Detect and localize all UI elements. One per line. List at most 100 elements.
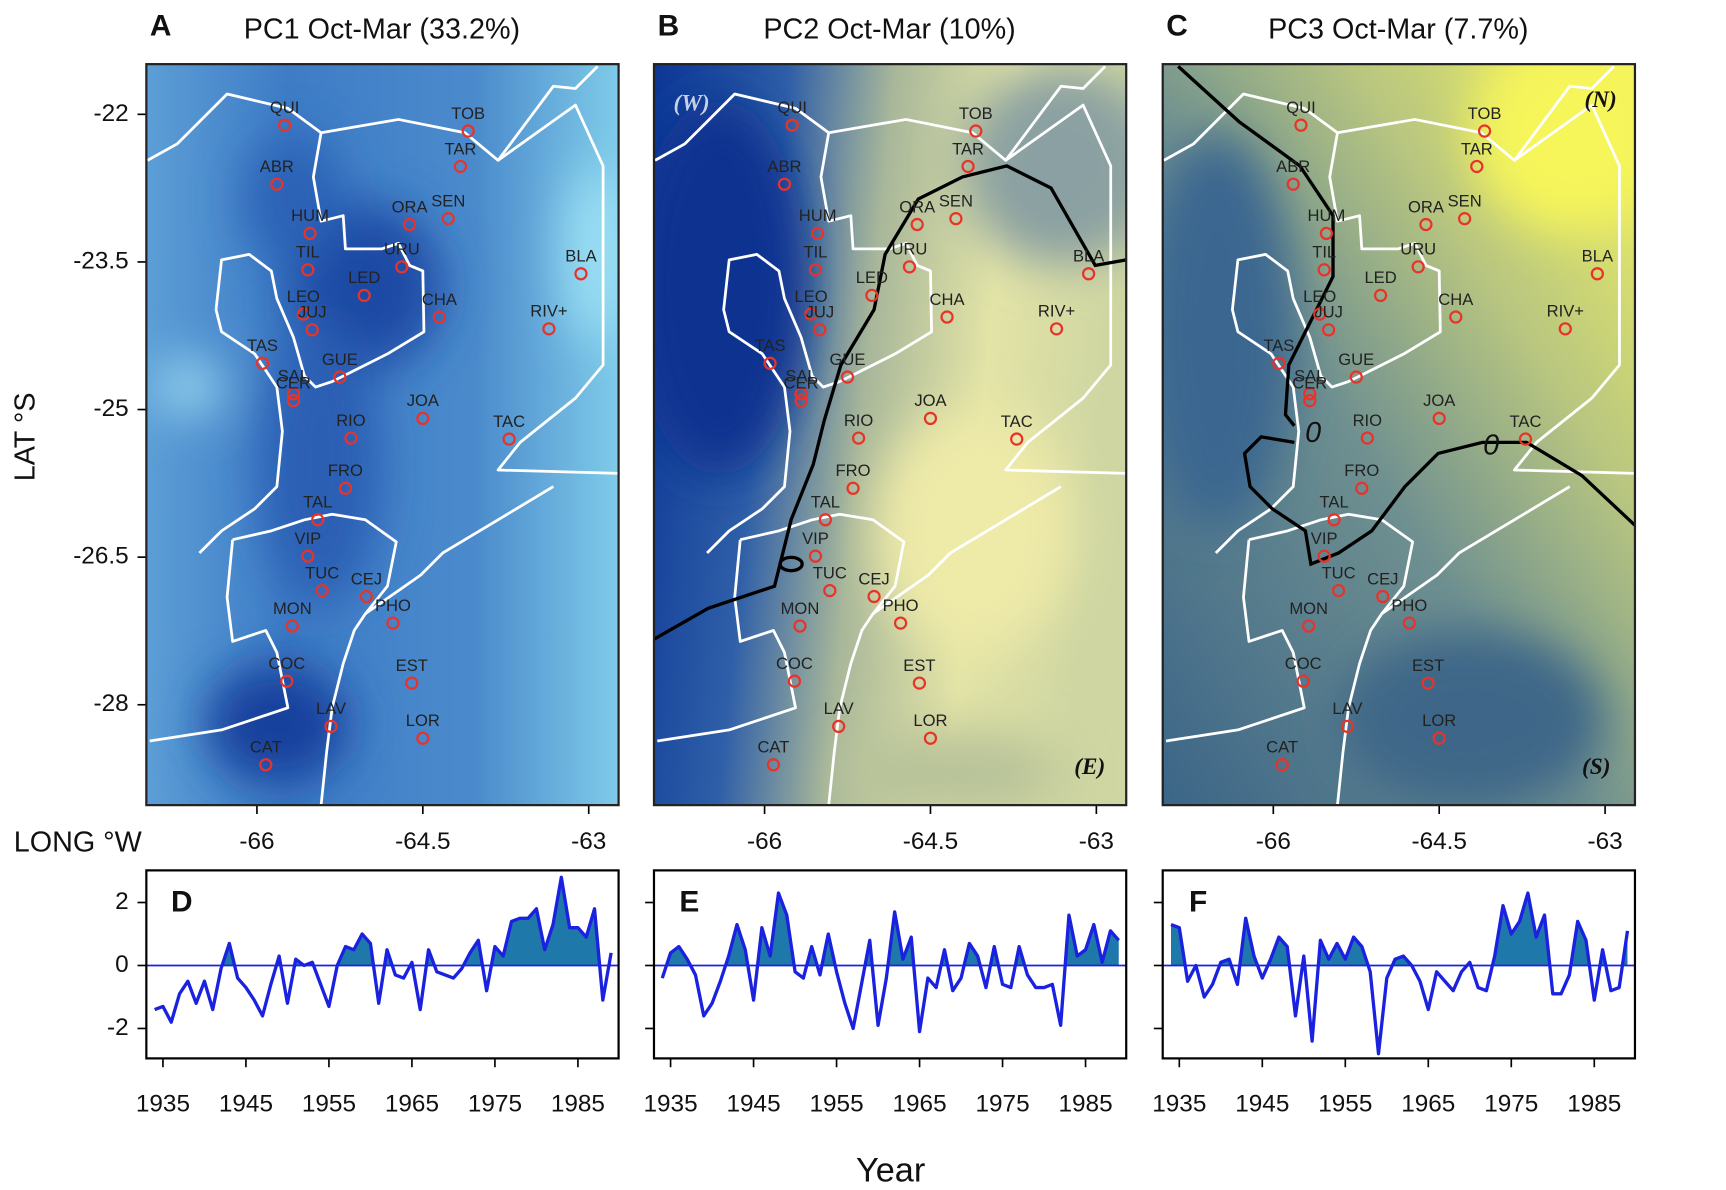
- station-marker: [324, 719, 338, 734]
- station-marker: [1286, 177, 1300, 191]
- station-label: TAR: [1461, 139, 1493, 158]
- station-label: VIP: [1311, 529, 1338, 548]
- station-label: TAS: [1263, 336, 1294, 355]
- station-marker: [969, 124, 983, 138]
- station-marker: [405, 676, 419, 690]
- station-label: TAC: [1509, 412, 1541, 431]
- station-marker: [305, 323, 319, 337]
- station-marker: [453, 159, 468, 174]
- station-label: ABR: [767, 157, 801, 176]
- station-marker: [1317, 263, 1331, 277]
- station-marker: [823, 583, 837, 598]
- station-label: GUE: [322, 350, 358, 369]
- station-marker: [804, 307, 818, 321]
- field-blobs: [155, 132, 619, 786]
- series-line: [154, 875, 613, 1024]
- station-marker: [793, 619, 807, 633]
- station-marker: [1411, 260, 1425, 274]
- station-marker: [813, 323, 827, 337]
- x-tick-label: -63: [1079, 828, 1114, 855]
- station-label: URU: [1400, 240, 1436, 259]
- station-marker: [923, 411, 938, 426]
- station-marker: [259, 758, 273, 772]
- x-tick-label: -64.5: [395, 828, 450, 855]
- station-marker: [1558, 322, 1572, 336]
- station-marker: [902, 260, 917, 274]
- station-marker: [461, 124, 475, 138]
- x-tick-label: -64.5: [903, 828, 958, 855]
- map-frame: [652, 63, 1128, 807]
- station-marker: [923, 731, 938, 745]
- station-label: BLA: [1073, 247, 1105, 266]
- map-field: [653, 64, 1127, 806]
- station-marker: [766, 758, 781, 772]
- station-label: LEO: [287, 287, 320, 306]
- x-tick-label: 1965: [385, 1090, 439, 1117]
- map-field: [146, 64, 619, 806]
- station-label: CEJ: [351, 569, 382, 588]
- y-axis-label: LAT °S: [9, 392, 41, 481]
- station-marker: [1296, 674, 1310, 688]
- station-marker: [333, 370, 347, 384]
- station-label: SAL: [785, 367, 816, 386]
- station-marker: [311, 513, 325, 527]
- station-label: TAL: [811, 493, 840, 512]
- station-label: RIO: [336, 411, 366, 430]
- annotation: (W): [674, 90, 710, 116]
- station-label: LED: [348, 268, 380, 287]
- station-marker: [542, 322, 556, 336]
- station-label: BLA: [1582, 247, 1614, 266]
- station-label: RIO: [844, 411, 874, 430]
- station-marker: [1049, 322, 1064, 336]
- station-marker: [840, 370, 855, 384]
- station-marker: [818, 513, 833, 527]
- station-marker: [280, 674, 294, 688]
- series-line: [660, 891, 1120, 1034]
- station-marker: [416, 731, 430, 745]
- station-label: MON: [781, 599, 820, 618]
- panel-letter: D: [171, 885, 193, 918]
- station-marker: [441, 212, 455, 226]
- station-label: TAR: [444, 139, 476, 158]
- station-marker: [893, 616, 908, 630]
- station-label: QUI: [777, 98, 806, 117]
- station-marker: [785, 118, 799, 132]
- zero-contour: [1177, 65, 1335, 427]
- station-label: TOB: [1468, 104, 1502, 123]
- station-label: SEN: [939, 191, 973, 210]
- station-marker: [1331, 583, 1346, 598]
- station-marker: [867, 589, 881, 604]
- station-marker: [811, 226, 825, 241]
- station-label: SEN: [431, 191, 465, 210]
- station-label: SAL: [278, 367, 309, 386]
- positive-area: [666, 893, 1119, 966]
- station-label: LOR: [1422, 711, 1456, 730]
- station-label: LEO: [1303, 287, 1336, 306]
- x-tick-label: -66: [1256, 828, 1291, 855]
- station-label: TIL: [803, 243, 827, 262]
- station-label: COC: [268, 654, 305, 673]
- station-label: TAR: [952, 139, 984, 158]
- station-marker: [1518, 432, 1533, 446]
- plot-frame: [652, 869, 1128, 1060]
- station-marker: [1376, 589, 1390, 604]
- y-tick-label: -25: [93, 395, 128, 422]
- station-label: JUJ: [1314, 303, 1343, 322]
- blob: [962, 66, 1127, 266]
- station-label: LED: [856, 268, 888, 287]
- station-marker: [1313, 307, 1327, 321]
- blob: [564, 165, 619, 343]
- station-label: CER: [784, 373, 819, 392]
- station-marker: [1319, 226, 1334, 241]
- blob: [874, 409, 1074, 653]
- station-marker: [1302, 619, 1316, 633]
- station-marker: [1010, 432, 1024, 446]
- station-marker: [1432, 731, 1446, 745]
- station-label: TOB: [959, 104, 993, 123]
- station-label: JOA: [407, 391, 440, 410]
- station-label: URU: [891, 240, 927, 259]
- y-tick-label: -23.5: [73, 247, 128, 274]
- x-tick-label: 1935: [1152, 1090, 1206, 1117]
- station-marker: [1470, 159, 1484, 174]
- station-label: RIV+: [530, 302, 567, 321]
